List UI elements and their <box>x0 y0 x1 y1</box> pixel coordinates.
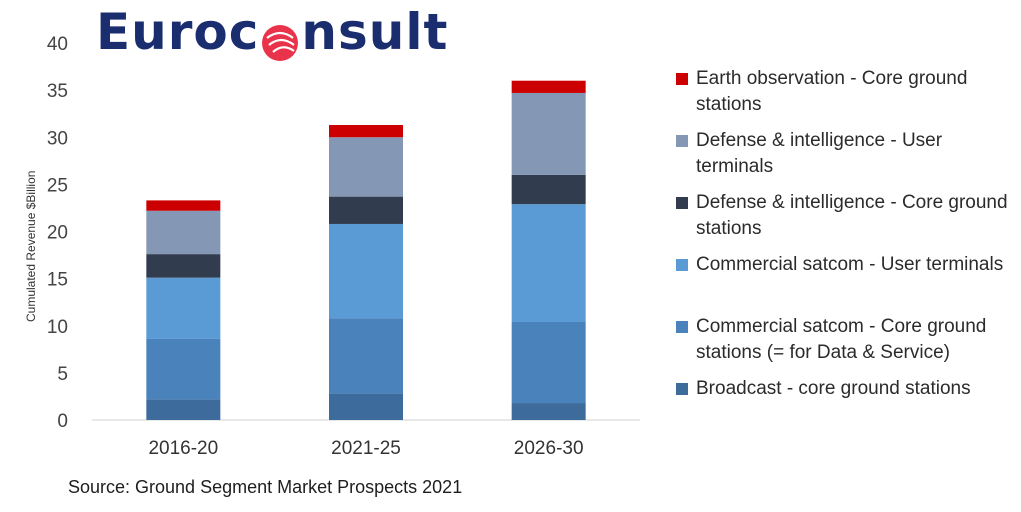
legend-label: Broadcast - core ground stations <box>696 378 971 399</box>
y-tick-label: 5 <box>57 364 68 385</box>
y-tick-label: 25 <box>47 175 68 196</box>
stacked-bar-chart: 0 5 10 15 20 25 30 35 40 2016-20 2021-25 2026-30 <box>47 34 640 459</box>
logo-text-start: Euroc <box>96 3 260 61</box>
bar-segment-2-4 <box>511 92 586 175</box>
y-axis-label: Cumulated Revenue $Billion <box>24 170 38 322</box>
legend-swatch <box>676 135 688 147</box>
bar-segment-1-2 <box>329 223 403 319</box>
y-tick-label: 0 <box>57 411 68 432</box>
logo-o-mark-icon <box>261 16 299 61</box>
legend-item: Commercial satcom - Core ground stations… <box>676 314 1016 376</box>
bar-segment-2-3 <box>511 174 586 205</box>
bar-segment-0-2 <box>146 277 221 339</box>
bar-segment-1-4 <box>329 137 403 197</box>
legend-label: Earth observation - Core ground stations <box>696 68 968 115</box>
y-tick-label: 10 <box>47 317 68 338</box>
bar-segment-0-4 <box>146 210 221 255</box>
y-tick-label: 15 <box>47 270 68 291</box>
legend-label: Defense & intelligence - User terminals <box>696 130 943 177</box>
source-note: Source: Ground Segment Market Prospects … <box>68 477 463 497</box>
legend-swatch <box>676 383 688 395</box>
euroconsult-logo: Euroc nsult <box>96 2 448 62</box>
legend-swatch <box>676 259 688 271</box>
legend-item: Defense & intelligence - User terminals <box>676 128 1016 190</box>
y-tick-label: 30 <box>47 128 68 149</box>
bar-segment-1-1 <box>329 318 403 394</box>
bar-segment-1-0 <box>329 393 403 420</box>
legend-label: Defense & intelligence - Core ground sta… <box>696 192 1008 239</box>
legend-label: Commercial satcom - User terminals <box>696 254 1004 275</box>
x-tick-label: 2016-20 <box>148 438 218 459</box>
legend-label: Commercial satcom - Core ground stations… <box>696 316 987 363</box>
y-tick-label: 20 <box>47 223 68 244</box>
legend-swatch <box>676 73 688 85</box>
bar-segment-0-3 <box>146 254 221 278</box>
logo-text-end: nsult <box>301 3 449 61</box>
bar-segment-1-3 <box>329 196 403 224</box>
y-tick-label: 40 <box>47 34 68 55</box>
chart-legend: Earth observation - Core ground stations… <box>676 66 1016 406</box>
bar-segment-1-5 <box>329 124 403 138</box>
legend-item: Defense & intelligence - Core ground sta… <box>676 190 1016 252</box>
legend-swatch <box>676 197 688 209</box>
x-tick-label: 2026-30 <box>514 438 584 459</box>
legend-item: Commercial satcom - User terminals <box>676 252 1016 314</box>
bar-segment-2-2 <box>511 204 586 322</box>
bar-segment-0-0 <box>146 399 221 420</box>
bar-segment-0-5 <box>146 200 221 211</box>
bar-segment-0-1 <box>146 338 221 400</box>
x-tick-label: 2021-25 <box>331 438 401 459</box>
legend-item: Earth observation - Core ground stations <box>676 66 1016 128</box>
bar-segment-2-1 <box>511 321 586 404</box>
y-tick-label: 35 <box>47 81 68 102</box>
bar-segment-2-5 <box>511 80 586 93</box>
legend-item: Broadcast - core ground stations <box>676 376 1016 406</box>
bar-segment-2-0 <box>511 403 586 420</box>
legend-swatch <box>676 321 688 333</box>
